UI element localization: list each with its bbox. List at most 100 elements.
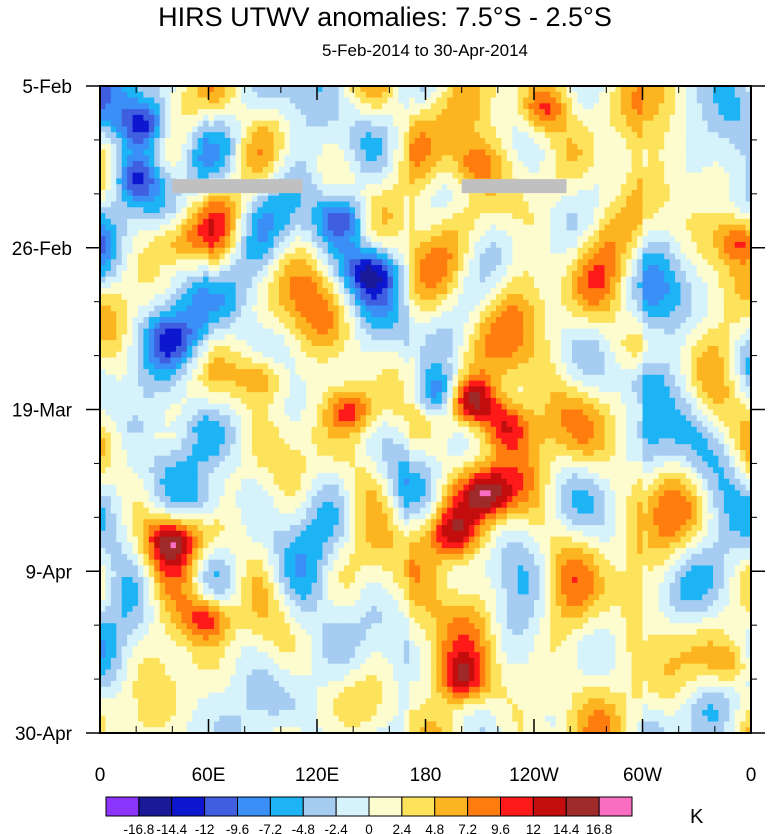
- field-cell: [181, 259, 188, 266]
- field-cell: [110, 178, 117, 185]
- field-cell: [289, 259, 296, 266]
- field-cell: [485, 189, 492, 197]
- field-cell: [392, 207, 399, 214]
- field-cell: [452, 213, 459, 220]
- field-cell: [246, 109, 253, 116]
- field-cell: [447, 305, 454, 312]
- field-cell: [154, 132, 161, 139]
- field-cell: [338, 218, 345, 226]
- field-cell: [338, 201, 345, 208]
- field-cell: [181, 97, 188, 104]
- field-cell: [251, 126, 258, 133]
- field-cell: [143, 178, 150, 185]
- field-cell: [100, 282, 107, 289]
- field-cell: [669, 201, 676, 208]
- field-cell: [609, 172, 616, 180]
- field-cell: [669, 230, 676, 237]
- field-cell: [403, 213, 410, 220]
- field-cell: [582, 299, 589, 307]
- field-cell: [713, 247, 720, 255]
- field-cell: [420, 288, 427, 295]
- field-cell: [599, 293, 606, 301]
- field-cell: [474, 161, 481, 168]
- field-cell: [127, 172, 134, 180]
- field-cell: [382, 288, 389, 295]
- field-cell: [354, 132, 361, 139]
- field-cell: [458, 276, 465, 284]
- field-cell: [175, 293, 182, 301]
- field-cell: [246, 97, 253, 104]
- field-cell: [653, 120, 660, 128]
- field-cell: [235, 241, 242, 249]
- field-cell: [609, 166, 616, 174]
- field-cell: [447, 97, 454, 104]
- field-cell: [696, 265, 703, 272]
- field-cell: [213, 224, 220, 232]
- field-cell: [642, 103, 649, 110]
- field-cell: [680, 103, 687, 110]
- field-cell: [154, 259, 161, 266]
- field-cell: [300, 161, 307, 168]
- field-cell: [604, 103, 611, 110]
- field-cell: [409, 184, 416, 191]
- field-cell: [420, 184, 427, 191]
- field-cell: [653, 91, 660, 99]
- field-cell: [550, 120, 557, 128]
- field-cell: [159, 213, 166, 220]
- field-cell: [311, 166, 318, 174]
- field-cell: [159, 184, 166, 191]
- field-cell: [680, 184, 687, 191]
- field-cell: [251, 253, 258, 260]
- field-cell: [685, 184, 692, 191]
- field-cell: [599, 276, 606, 284]
- field-cell: [669, 137, 676, 145]
- field-cell: [539, 311, 546, 318]
- field-cell: [273, 114, 280, 122]
- field-cell: [360, 236, 367, 243]
- field-cell: [571, 253, 578, 260]
- field-cell: [127, 114, 134, 122]
- field-cell: [729, 178, 736, 185]
- field-cell: [555, 132, 562, 139]
- field-cell: [729, 253, 736, 260]
- field-cell: [241, 265, 248, 272]
- field-cell: [642, 114, 649, 122]
- field-cell: [382, 143, 389, 151]
- field-cell: [127, 97, 134, 104]
- field-cell: [279, 259, 286, 266]
- field-cell: [197, 155, 204, 162]
- field-cell: [452, 317, 459, 324]
- field-cell: [192, 161, 199, 168]
- field-cell: [175, 195, 182, 203]
- field-cell: [186, 161, 193, 168]
- field-cell: [230, 91, 237, 99]
- field-cell: [268, 288, 275, 295]
- field-cell: [382, 299, 389, 307]
- field-cell: [534, 166, 541, 174]
- field-cell: [501, 282, 508, 289]
- field-cell: [186, 155, 193, 162]
- field-cell: [203, 236, 210, 243]
- field-cell: [626, 166, 633, 174]
- field-cell: [137, 161, 144, 168]
- field-cell: [566, 253, 573, 260]
- field-cell: [425, 253, 432, 260]
- field-cell: [241, 236, 248, 243]
- field-cell: [512, 317, 519, 324]
- field-cell: [322, 293, 329, 301]
- field-cell: [561, 166, 568, 174]
- field-cell: [262, 161, 269, 168]
- field-cell: [528, 201, 535, 208]
- field-cell: [577, 195, 584, 203]
- field-cell: [143, 143, 150, 151]
- field-cell: [257, 161, 264, 168]
- field-cell: [534, 299, 541, 307]
- field-cell: [203, 276, 210, 284]
- field-cell: [609, 276, 616, 284]
- field-cell: [593, 236, 600, 243]
- field-cell: [512, 288, 519, 295]
- field-cell: [344, 149, 351, 156]
- field-cell: [745, 259, 751, 266]
- field-cell: [647, 149, 654, 156]
- field-cell: [306, 247, 313, 255]
